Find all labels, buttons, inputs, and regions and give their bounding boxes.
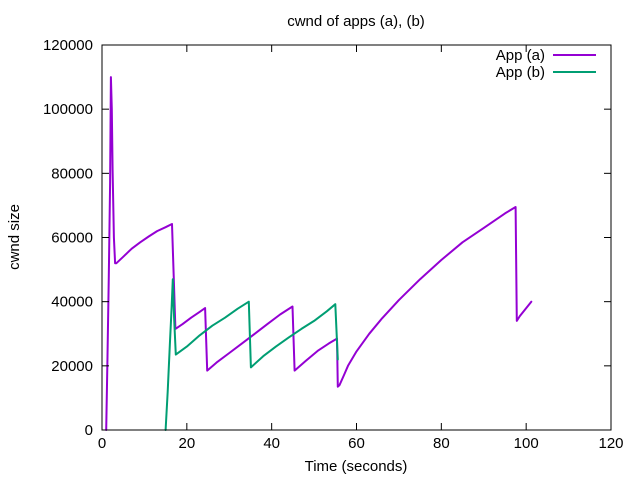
y-tick-label: 40000 [51, 294, 93, 311]
legend-label-app-a: App (a) [496, 47, 545, 64]
legend-label-app-b: App (b) [496, 64, 545, 81]
y-axis: 0 20000 40000 60000 80000 100000 120000 [43, 37, 611, 439]
x-tick-label: 120 [598, 435, 623, 452]
y-tick-label: 20000 [51, 358, 93, 375]
x-tick-label: 80 [433, 435, 450, 452]
chart-title: cwnd of apps (a), (b) [287, 13, 425, 30]
plot-frame [101, 44, 612, 431]
series-line-app-b [164, 278, 339, 431]
y-tick-label: 60000 [51, 230, 93, 247]
y-tick-label: 100000 [43, 101, 93, 118]
y-tick-label: 0 [85, 422, 93, 439]
series-line-app-a [105, 76, 533, 431]
x-axis-label: Time (seconds) [305, 458, 408, 475]
y-axis-label: cwnd size [6, 204, 23, 270]
y-tick-label: 80000 [51, 165, 93, 182]
y-tick-label: 120000 [43, 37, 93, 54]
x-axis: 0 20 40 60 80 100 120 [98, 45, 624, 452]
x-tick-label: 100 [514, 435, 539, 452]
x-tick-label: 0 [98, 435, 106, 452]
legend: App (a)App (b) [496, 47, 596, 81]
x-tick-label: 20 [178, 435, 195, 452]
series-layer [105, 76, 533, 431]
plot-area: 0 20 40 60 80 100 120 0 20000 40000 60000 80000 100… [43, 37, 624, 452]
x-tick-label: 60 [348, 435, 365, 452]
x-tick-label: 40 [263, 435, 280, 452]
